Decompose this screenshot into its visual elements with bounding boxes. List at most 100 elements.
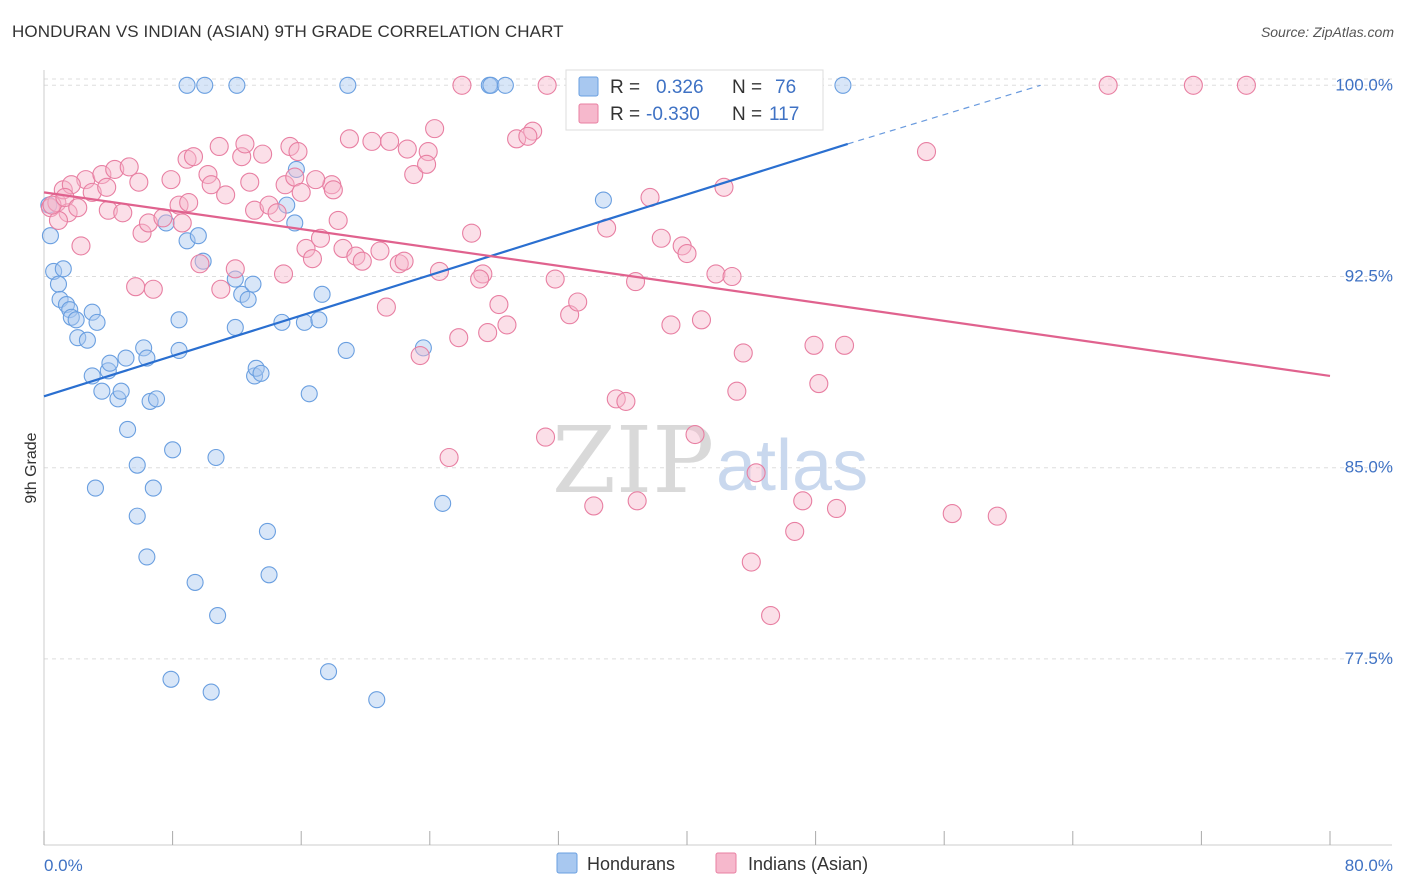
indians-asian-point: [785, 521, 805, 541]
hondurans-point: [339, 76, 357, 94]
indians-asian-point: [545, 269, 565, 289]
indians-asian-point: [616, 391, 636, 411]
indians-asian-point: [267, 203, 287, 223]
indians-asian-point: [306, 170, 326, 190]
legend-n-label-1: N =: [732, 77, 762, 98]
hondurans-point: [119, 420, 137, 439]
indians-asian-point: [449, 328, 469, 348]
indians-asian-point: [129, 172, 149, 192]
legend-r-label-2: R =: [610, 104, 640, 125]
indians-asian-point: [916, 142, 937, 162]
hondurans-point: [310, 311, 328, 329]
hondurans-point: [178, 76, 196, 94]
hondurans-point: [170, 311, 188, 329]
indians-asian-point: [119, 157, 139, 177]
indians-asian-point: [627, 491, 647, 511]
indians-asian-point: [677, 244, 697, 264]
indians-asian-point: [410, 345, 430, 366]
indians-asian-point: [685, 425, 705, 445]
indians-asian-point: [568, 292, 588, 312]
indians-asian-point: [68, 198, 88, 218]
indians-asian-point: [225, 259, 245, 279]
indians-asian-point: [804, 335, 824, 355]
indians-asian-points: [40, 75, 1256, 626]
y-tick-label: 77.5%: [1345, 649, 1393, 668]
legend-n-value-1: 76: [775, 77, 796, 98]
hondurans-point: [117, 349, 135, 367]
indians-asian-point: [211, 279, 231, 299]
hondurans-point: [244, 275, 262, 293]
indians-asian-point: [489, 294, 509, 315]
indians-asian-point: [201, 175, 221, 195]
hondurans-point: [313, 285, 331, 303]
indians-asian-point: [198, 164, 218, 185]
indians-asian-point: [1183, 75, 1203, 95]
hondurans-point: [178, 232, 196, 250]
indians-asian-point: [172, 213, 192, 233]
indians-asian-point: [370, 241, 390, 261]
hondurans-point: [196, 76, 214, 94]
hondurans-point: [239, 290, 257, 308]
hondurans-point: [194, 252, 212, 270]
indians-asian-point: [216, 185, 236, 205]
hondurans-point: [69, 329, 87, 347]
hondurans-point: [147, 390, 166, 408]
hondurans-point: [482, 76, 500, 94]
hondurans-point: [834, 76, 852, 94]
hondurans-point: [83, 303, 101, 321]
bottom-legend-swatch-pink: [715, 852, 737, 874]
hondurans-point: [54, 260, 72, 278]
hondurans-points: [40, 76, 852, 709]
indians-asian-point: [209, 136, 229, 157]
indians-asian-point: [651, 228, 671, 248]
indians-asian-point: [183, 147, 204, 167]
indians-asian-point: [397, 139, 417, 159]
indians-asian-point: [288, 142, 308, 162]
hondurans-point: [287, 160, 305, 178]
indians-asian-point: [362, 131, 382, 151]
indians-asian-point: [404, 164, 424, 185]
indians-asian-point: [535, 427, 556, 447]
indians-asian-point: [245, 200, 265, 220]
indians-asian-point: [1236, 75, 1256, 95]
indians-asian-point: [478, 323, 498, 343]
hondurans-point: [162, 670, 180, 688]
hondurans-point: [78, 331, 96, 349]
hondurans-point: [186, 573, 204, 591]
indians-asian-point: [746, 463, 766, 483]
hondurans-point: [128, 456, 146, 474]
y-tick-label: 92.5%: [1345, 266, 1393, 285]
indians-asian-point: [161, 170, 181, 190]
indians-asian-point: [291, 182, 311, 202]
y-tick-label: 85.0%: [1345, 458, 1393, 477]
hondurans-point: [202, 683, 220, 701]
indians-asian-point: [722, 266, 742, 287]
hondurans-point: [260, 566, 278, 584]
indians-asian-point: [584, 496, 604, 516]
indians-asian-point: [425, 119, 445, 139]
hondurans-point: [189, 227, 207, 245]
hondurans-point: [49, 275, 68, 293]
indians-asian-point: [942, 504, 962, 524]
hondurans-point: [337, 341, 355, 359]
hondurans-point: [594, 191, 612, 209]
indians-asian-point: [352, 251, 372, 271]
indians-asian-point: [394, 251, 414, 271]
indians-asian-point: [1098, 75, 1118, 95]
indians-asian-point: [240, 172, 260, 192]
indians-asian-point: [143, 279, 163, 299]
bottom-legend: Hondurans Indians (Asian): [556, 852, 868, 874]
indians-asian-point: [58, 203, 78, 223]
legend-r-label-1: R =: [610, 77, 640, 98]
trend-lines: [43, 84, 1331, 398]
hondurans-point: [300, 385, 318, 403]
chart-title: HONDURAN VS INDIAN (ASIAN) 9TH GRADE COR…: [12, 22, 564, 41]
indians-asian-point: [761, 606, 781, 626]
watermark: ZIP atlas: [552, 407, 868, 514]
hondurans-point: [247, 359, 265, 377]
indians-asian-point: [661, 315, 681, 335]
indians-asian-point: [714, 177, 734, 197]
hondurans-point: [434, 494, 452, 512]
hondurans-point: [258, 522, 276, 540]
indians-asian-point: [537, 75, 557, 95]
